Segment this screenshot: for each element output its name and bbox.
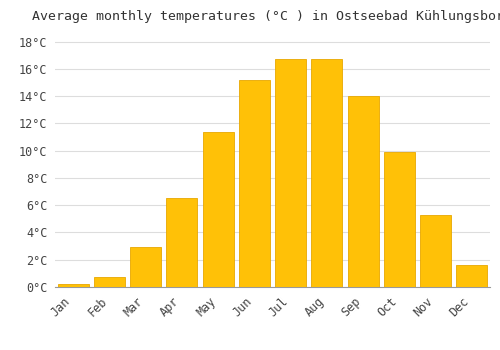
Bar bbox=[130, 247, 161, 287]
Bar bbox=[166, 198, 198, 287]
Title: Average monthly temperatures (°C ) in Ostseebad Kühlungsborn: Average monthly temperatures (°C ) in Os… bbox=[32, 10, 500, 23]
Bar bbox=[420, 215, 451, 287]
Bar bbox=[384, 152, 415, 287]
Bar bbox=[312, 60, 342, 287]
Bar bbox=[275, 60, 306, 287]
Bar bbox=[456, 265, 488, 287]
Bar bbox=[94, 278, 125, 287]
Bar bbox=[239, 80, 270, 287]
Bar bbox=[202, 132, 234, 287]
Bar bbox=[348, 96, 378, 287]
Bar bbox=[58, 284, 88, 287]
